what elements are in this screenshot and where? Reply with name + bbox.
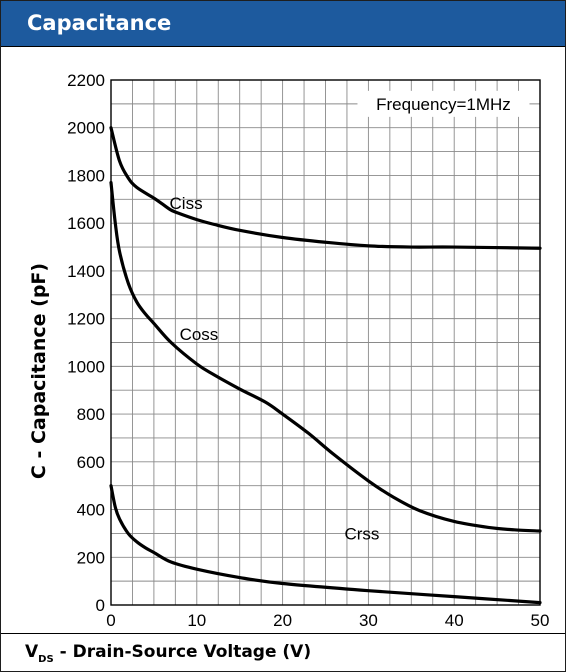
plot-frame [110,79,541,606]
y-tick-label: 1000 [67,357,105,376]
frequency-annotation: Frequency=1MHz [376,95,511,114]
series-coss-line [109,181,542,533]
x-axis-label-bar: VDS - Drain-Source Voltage (V) [1,633,565,671]
y-axis-label: C - Capacitance (pF) [28,262,50,480]
x-tick-label: 40 [445,611,464,630]
x-tick-label: 20 [273,611,292,630]
y-tick-label: 2200 [67,71,105,90]
chart-title: Capacitance [27,11,172,35]
plot-area: 0200400600800100012001400160018002000220… [67,71,550,630]
y-tick-label: 1400 [67,262,105,281]
x-axis-label-rest: - Drain-Source Voltage (V) [53,642,312,662]
series-ciss-line [109,126,542,250]
y-tick-label: 600 [77,453,105,472]
series-crss-line [109,484,542,605]
y-tick-label: 1800 [67,166,105,185]
x-tick-label: 50 [531,611,550,630]
y-tick-label: 400 [77,501,105,520]
x-axis-label-subscript: DS [38,654,54,665]
x-axis-label: VDS - Drain-Source Voltage (V) [25,642,311,665]
y-tick-label: 200 [77,548,105,567]
x-axis-label-main: V [25,642,39,662]
y-tick-label: 0 [96,596,105,615]
x-tick-label: 30 [359,611,378,630]
annotation-background [357,90,530,117]
y-tick-label: 1200 [67,310,105,329]
x-tick-label: 10 [187,611,206,630]
series-crss-label: Crss [344,524,379,543]
x-tick-label: 0 [106,611,115,630]
y-tick-label: 1600 [67,214,105,233]
series-ciss-label: Ciss [170,194,203,213]
chart-header: Capacitance [1,1,565,47]
y-tick-label: 2000 [67,119,105,138]
series-coss-label: Coss [180,325,219,344]
y-tick-label: 800 [77,405,105,424]
